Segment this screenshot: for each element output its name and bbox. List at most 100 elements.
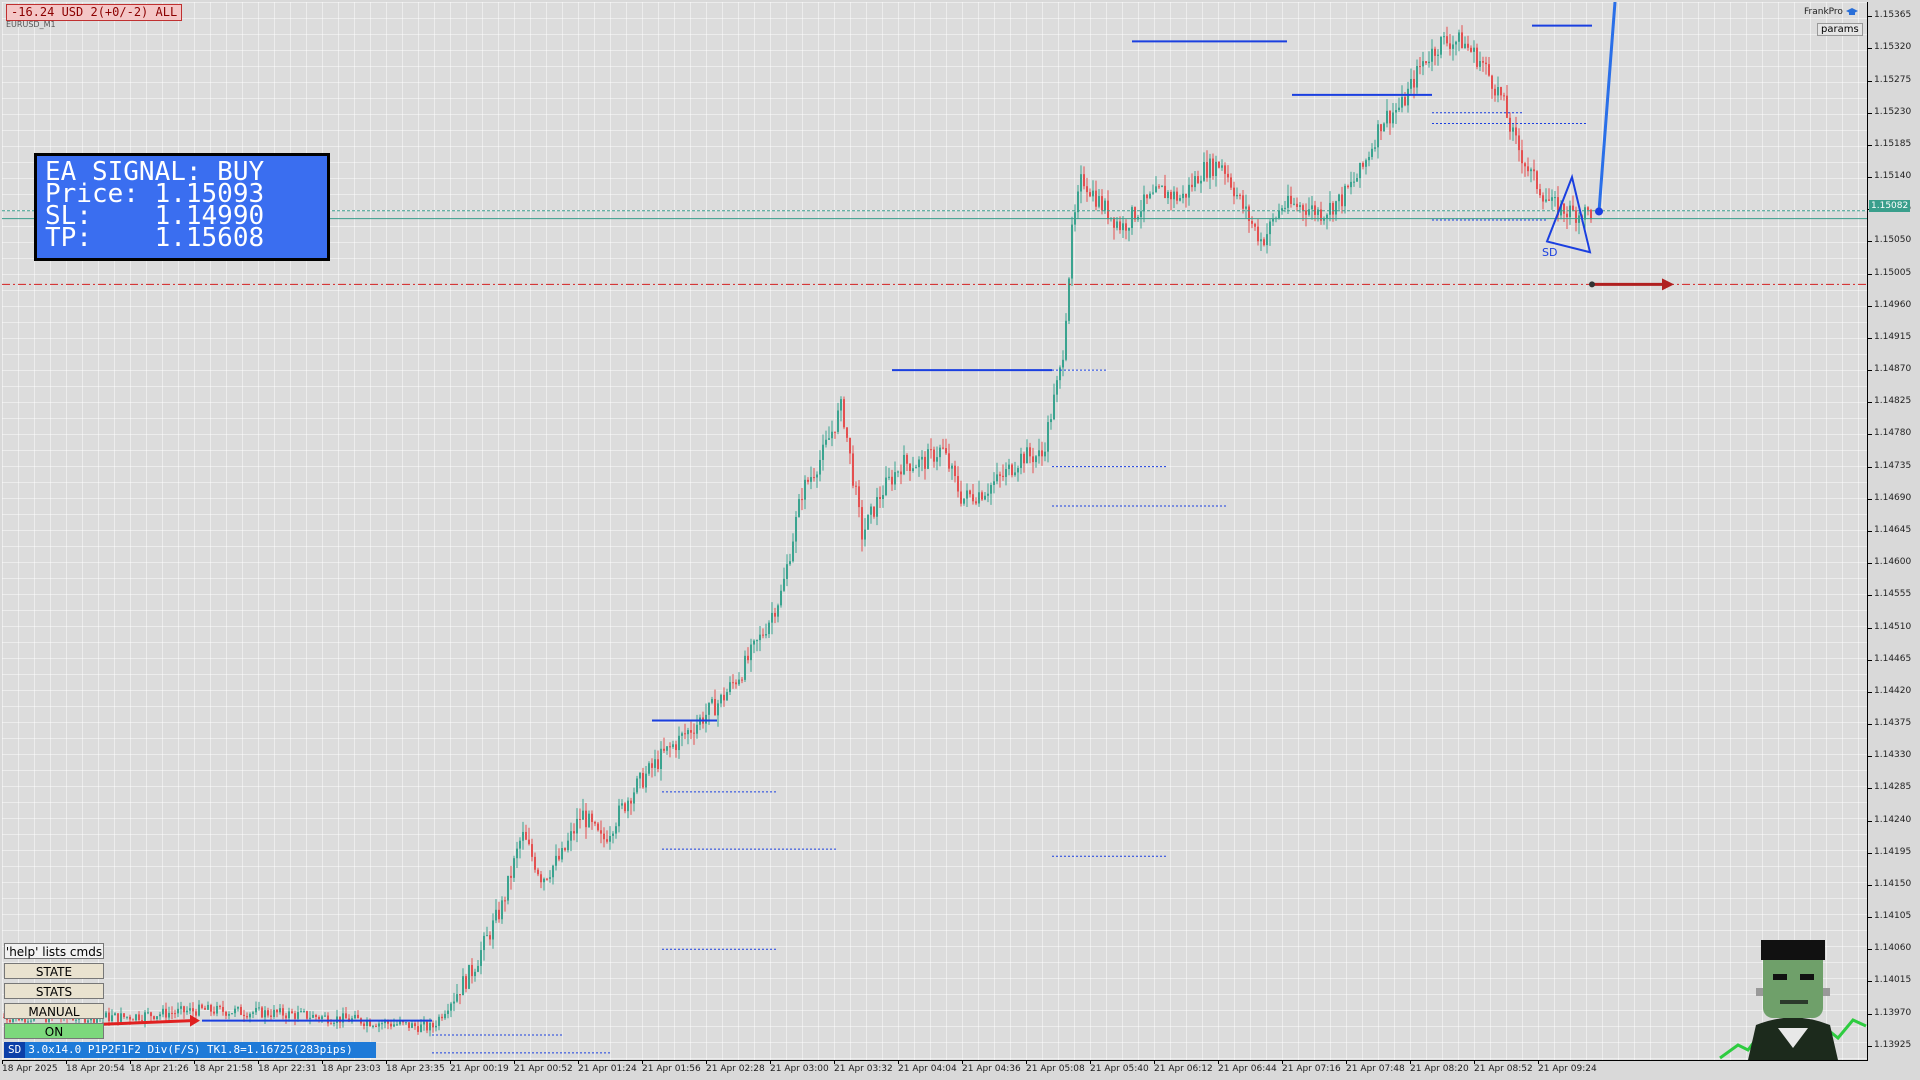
candle-body: [744, 655, 746, 680]
candle-body: [30, 1020, 32, 1022]
candle-body: [927, 449, 929, 469]
candle-body: [555, 855, 557, 866]
candle-body: [615, 826, 617, 834]
help-button[interactable]: 'help' lists cmds: [4, 943, 104, 959]
candle-body: [129, 1016, 131, 1020]
candle-body: [246, 1016, 248, 1018]
candle-body: [1407, 88, 1409, 106]
candle-body: [711, 699, 713, 703]
candle-body: [1557, 197, 1559, 216]
candle-body: [819, 459, 821, 475]
candle-body: [1479, 61, 1481, 67]
price-tick: 1.13970: [1867, 1007, 1912, 1018]
candle-body: [1410, 78, 1412, 89]
candle-body: [222, 1006, 224, 1012]
signal-stop-loss: SL: 1.14990: [45, 201, 265, 231]
candle-body: [534, 856, 536, 870]
candle-body: [123, 1013, 125, 1017]
candle-body: [459, 994, 461, 996]
price-tick: 1.15050: [1867, 235, 1912, 246]
candle-body: [1476, 47, 1478, 67]
candle-body: [258, 1007, 260, 1009]
candlestick-chart[interactable]: SD: [2, 2, 1867, 1060]
candle-body: [147, 1012, 149, 1014]
candle-body: [288, 1011, 290, 1019]
candle-body: [912, 468, 914, 471]
price-tick: 1.14960: [1867, 299, 1912, 310]
candle-body: [1020, 453, 1022, 469]
candle-body: [594, 821, 596, 824]
candle-body: [681, 733, 683, 736]
candle-body: [1089, 192, 1091, 197]
candle-body: [1386, 110, 1388, 124]
candle-body: [1128, 228, 1130, 231]
manual-button[interactable]: MANUAL: [4, 1003, 104, 1019]
candle-body: [747, 655, 749, 661]
candle-body: [243, 1014, 245, 1017]
candle-body: [960, 491, 962, 504]
candle-body: [942, 447, 944, 449]
stats-button[interactable]: STATS: [4, 983, 104, 999]
candle-body: [972, 494, 974, 502]
time-tick: 21 Apr 04:36: [962, 1060, 1021, 1074]
candle-body: [1548, 199, 1550, 201]
candle-body: [1239, 194, 1241, 196]
candle-body: [1494, 88, 1496, 96]
candle-body: [606, 839, 608, 842]
candle-body: [1008, 464, 1010, 470]
candle-body: [519, 840, 521, 849]
candle-body: [471, 964, 473, 977]
candle-body: [1365, 160, 1367, 167]
candle-body: [1458, 32, 1460, 42]
candle-body: [186, 1010, 188, 1013]
candle-body: [831, 431, 833, 439]
candle-body: [669, 746, 671, 748]
time-axis: 18 Apr 2025 18 Apr 20:54 18 Apr 21:26 18 Ap…: [0, 1060, 1868, 1080]
candle-body: [270, 1015, 272, 1017]
candle-body: [678, 735, 680, 751]
candle-body: [1005, 469, 1007, 477]
candle-body: [426, 1021, 428, 1031]
candle-body: [420, 1024, 422, 1032]
price-axis: 1.15365 1.15320 1.15275 1.15230 1.15185 1.151…: [1867, 0, 1920, 1062]
candle-body: [1467, 43, 1469, 48]
candle-body: [1152, 192, 1154, 194]
candle-body: [423, 1021, 425, 1025]
candle-body: [1326, 214, 1328, 219]
candle-body: [885, 477, 887, 496]
candle-body: [783, 578, 785, 591]
candle-body: [1518, 135, 1520, 151]
candle-body: [1392, 112, 1394, 124]
candle-body: [279, 1008, 281, 1013]
candle-body: [1077, 191, 1079, 213]
time-tick: 21 Apr 08:52: [1474, 1060, 1533, 1074]
candle-body: [1113, 217, 1115, 228]
candle-body: [447, 1010, 449, 1014]
candle-body: [156, 1016, 158, 1020]
candle-body: [582, 810, 584, 820]
candle-body: [1533, 169, 1535, 172]
candle-body: [1287, 195, 1289, 208]
on-toggle-button[interactable]: ON: [4, 1023, 104, 1039]
candle-body: [828, 438, 830, 440]
candle-body: [636, 778, 638, 793]
candle-body: [195, 1011, 197, 1016]
candle-body: [666, 746, 668, 751]
candle-body: [870, 506, 872, 515]
candle-body: [1428, 61, 1430, 64]
candle-body: [240, 1006, 242, 1015]
candle-body: [825, 439, 827, 445]
price-tick: 1.14060: [1867, 943, 1912, 954]
price-tick: 1.14825: [1867, 396, 1912, 407]
state-button[interactable]: STATE: [4, 963, 104, 979]
params-button[interactable]: params: [1817, 23, 1863, 36]
candle-body: [1176, 191, 1178, 201]
projection-dot: [1595, 207, 1603, 216]
candle-body: [861, 507, 863, 540]
candle-body: [1530, 169, 1532, 172]
candle-body: [1575, 210, 1577, 223]
candle-body: [1509, 117, 1511, 132]
price-tick: 1.15320: [1867, 42, 1912, 53]
candle-body: [312, 1014, 314, 1018]
time-tick: 18 Apr 21:58: [194, 1060, 253, 1074]
